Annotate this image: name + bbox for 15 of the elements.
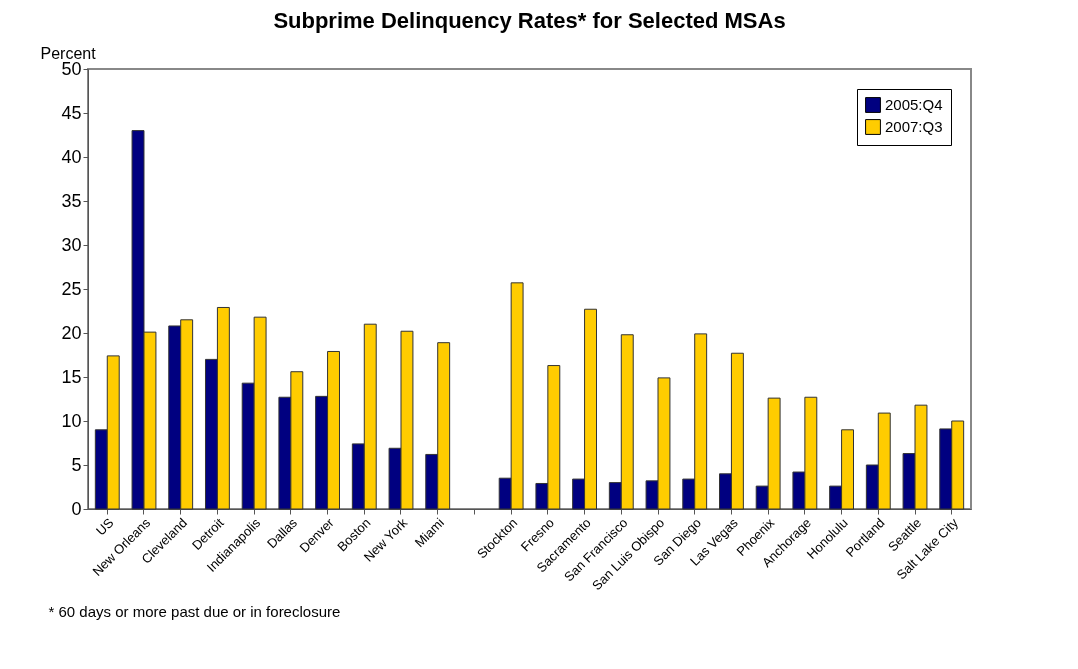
y-tick-label: 30 <box>61 234 82 255</box>
y-tick-label: 5 <box>71 454 82 475</box>
y-tick-label: 40 <box>61 146 82 167</box>
y-tick-label: 45 <box>61 102 82 123</box>
y-tick-label: 0 <box>71 498 82 519</box>
y-tick-label: 25 <box>61 278 82 299</box>
y-tick-label: 15 <box>61 366 82 387</box>
legend-label: 2005:Q4 <box>885 96 943 113</box>
y-tick-label: 35 <box>61 190 82 211</box>
x-tick-label: US <box>93 514 117 539</box>
y-tick-label: 10 <box>61 410 82 431</box>
chart-title: Subprime Delinquency Rates* for Selected MSAs <box>273 8 786 33</box>
legend-label: 2007:Q3 <box>885 118 943 135</box>
text: * 60 days or more past due or in foreclosure <box>48 603 341 621</box>
y-tick-label: 20 <box>61 322 82 343</box>
